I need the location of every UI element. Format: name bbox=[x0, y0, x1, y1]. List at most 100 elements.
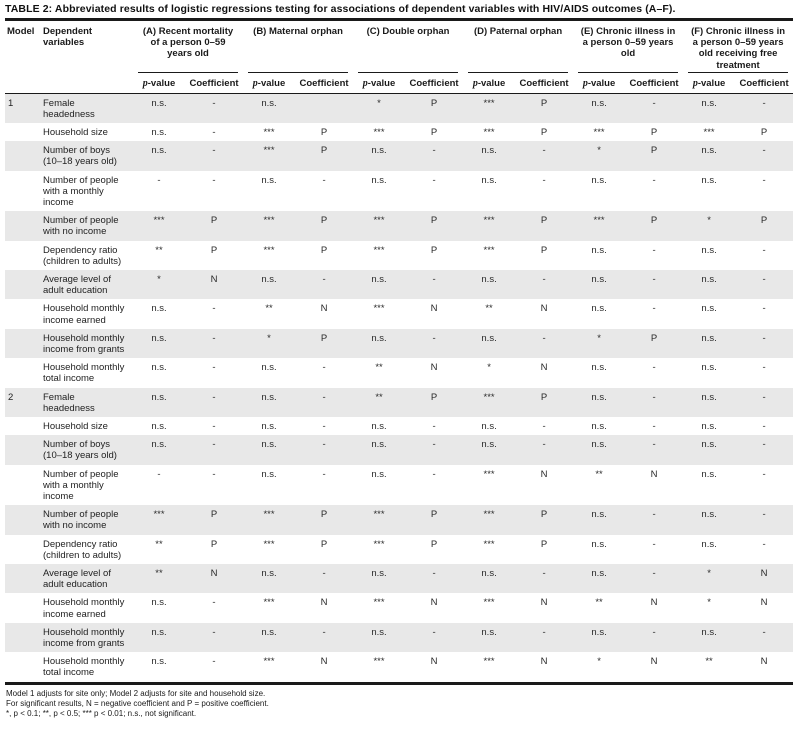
p-value-cell: * bbox=[707, 597, 711, 609]
p-value-cell: n.s. bbox=[591, 439, 607, 451]
model-number bbox=[5, 505, 41, 534]
p-value-cell: *** bbox=[263, 538, 275, 550]
p-value-cell: n.s. bbox=[701, 145, 717, 157]
p-value-cell: *** bbox=[483, 244, 495, 256]
model-number: 2 bbox=[8, 391, 14, 403]
coefficient-cell: - bbox=[322, 273, 326, 285]
p-value-cell: n.s. bbox=[481, 568, 497, 579]
coefficient-cell: P bbox=[320, 509, 328, 521]
group-underline bbox=[573, 72, 683, 74]
model-number bbox=[5, 270, 41, 299]
coefficient-cell: - bbox=[762, 439, 766, 451]
p-value-cell: n.s. bbox=[591, 420, 607, 432]
p-value-cell: ** bbox=[375, 362, 383, 374]
p-value-cell: n.s. bbox=[371, 626, 387, 638]
coefficient-cell: N bbox=[540, 468, 548, 480]
p-value-cell: * bbox=[267, 332, 271, 344]
p-value-cell: * bbox=[157, 273, 161, 285]
coefficient-cell: - bbox=[432, 420, 436, 432]
outcome-group-header-d: (D) Paternal orphan bbox=[473, 26, 563, 37]
coefficient-cell: - bbox=[212, 439, 216, 451]
sub-header-row: p-value Coefficient p-value Coefficient … bbox=[5, 73, 794, 94]
p-value-cell: n.s. bbox=[371, 439, 387, 451]
p-value-cell: n.s. bbox=[591, 273, 607, 285]
coefficient-cell: - bbox=[762, 174, 766, 186]
coefficient-cell: - bbox=[762, 244, 766, 256]
coefficient-cell: N bbox=[540, 303, 548, 315]
coefficient-cell: - bbox=[212, 332, 216, 344]
coefficient-cell: - bbox=[652, 509, 656, 521]
p-value-cell: * bbox=[597, 656, 601, 668]
table-row: 1 Female headedness n.s. - n.s. * P *** … bbox=[5, 93, 794, 123]
p-value-cell: n.s. bbox=[371, 568, 387, 579]
coefficient-cell: P bbox=[540, 538, 548, 550]
table-row: Number of boys (10–18 years old) n.s. - … bbox=[5, 141, 794, 171]
coefficient-cell: N bbox=[650, 656, 658, 668]
p-value-cell: n.s. bbox=[591, 174, 607, 186]
coefficient-cell: - bbox=[322, 626, 326, 638]
coefficient-cell: P bbox=[540, 97, 548, 109]
column-header-model: Model bbox=[5, 19, 41, 94]
coefficient-cell: P bbox=[210, 509, 218, 521]
p-value-cell: n.s. bbox=[481, 145, 497, 157]
p-value-cell: *** bbox=[263, 656, 275, 668]
dependent-variable-label: Household monthly total income bbox=[43, 656, 125, 679]
p-value-cell: n.s. bbox=[261, 174, 277, 186]
table-row: Average level of adult education * N n.s… bbox=[5, 269, 794, 300]
coefficient-cell: N bbox=[760, 568, 768, 579]
p-value-cell: n.s. bbox=[481, 332, 497, 344]
coefficient-cell: N bbox=[430, 597, 438, 609]
coefficient-cell: P bbox=[650, 215, 658, 227]
p-value-cell: n.s. bbox=[701, 391, 717, 403]
p-value-cell: *** bbox=[373, 509, 385, 521]
coefficient-header: Coefficient bbox=[735, 73, 794, 94]
dependent-variable-label: Household monthly total income bbox=[43, 362, 125, 385]
dependent-variable-label: Average level of adult education bbox=[43, 273, 111, 297]
table-header: Model Dependent variables (A) Recent mor… bbox=[5, 19, 794, 94]
table-body: 1 Female headedness n.s. - n.s. * P *** … bbox=[5, 93, 794, 683]
p-value-header: p-value bbox=[243, 73, 296, 94]
p-value-cell: n.s. bbox=[701, 244, 717, 256]
coefficient-cell: - bbox=[212, 303, 216, 315]
p-value-cell: n.s. bbox=[151, 332, 167, 344]
p-value-cell: n.s. bbox=[701, 273, 717, 285]
group-underline bbox=[243, 72, 353, 74]
p-value-cell: n.s. bbox=[591, 97, 607, 109]
coefficient-cell: - bbox=[542, 439, 546, 451]
coefficient-cell: P bbox=[540, 509, 548, 521]
model-number bbox=[5, 564, 41, 593]
p-value-cell: n.s. bbox=[261, 568, 277, 579]
p-value-cell: *** bbox=[373, 244, 385, 256]
coefficient-cell: - bbox=[322, 420, 326, 432]
p-value-cell: ** bbox=[155, 244, 163, 256]
coefficient-cell: P bbox=[210, 215, 218, 227]
coefficient-cell: - bbox=[322, 568, 326, 579]
coefficient-cell: P bbox=[320, 538, 328, 550]
p-value-cell: n.s. bbox=[151, 145, 167, 157]
p-value-cell: n.s. bbox=[261, 626, 277, 638]
p-value-header: p-value bbox=[573, 73, 626, 94]
p-value-cell: n.s. bbox=[701, 626, 717, 638]
p-value-cell: n.s. bbox=[371, 145, 387, 157]
p-value-cell: *** bbox=[263, 145, 275, 157]
table-row: Household monthly income earned n.s. - *… bbox=[5, 593, 793, 622]
model-number bbox=[5, 465, 41, 506]
p-value-cell: n.s. bbox=[701, 97, 717, 109]
column-header-dependent-variables: Dependent variables bbox=[41, 19, 133, 94]
group-underline bbox=[463, 72, 573, 74]
coefficient-cell: N bbox=[540, 362, 548, 374]
dependent-variable-label: Household size bbox=[43, 420, 108, 432]
coefficient-cell: P bbox=[430, 538, 438, 550]
coefficient-cell: P bbox=[430, 126, 438, 138]
dependent-variable-label: Number of boys (10–18 years old) bbox=[43, 439, 117, 462]
p-value-cell: *** bbox=[263, 597, 275, 609]
table-row: Household monthly total income n.s. - n.… bbox=[5, 358, 793, 387]
coefficient-cell: - bbox=[762, 362, 766, 374]
dependent-variable-label: Household monthly income from grants bbox=[43, 332, 125, 355]
coefficient-cell: N bbox=[320, 303, 328, 315]
table-row: Dependency ratio (children to adults) **… bbox=[5, 535, 793, 564]
coefficient-header: Coefficient bbox=[185, 73, 244, 94]
coefficient-cell: P bbox=[320, 332, 328, 344]
table-note: Model 1 adjusts for site only; Model 2 a… bbox=[6, 688, 266, 698]
p-value-cell: *** bbox=[263, 215, 275, 227]
